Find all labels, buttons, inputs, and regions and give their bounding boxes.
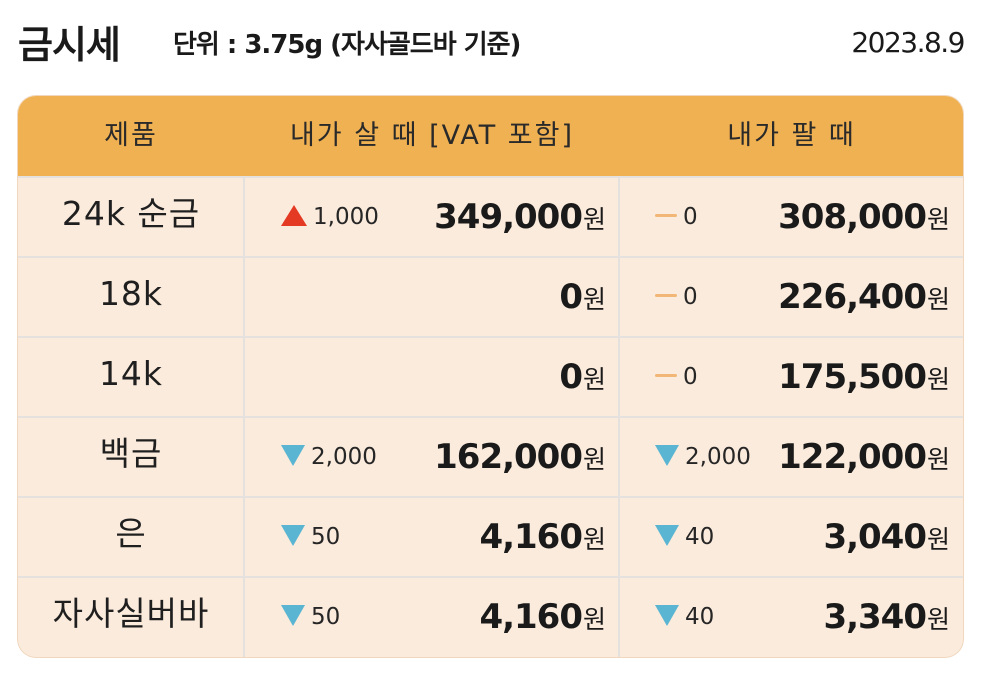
triangle-down-icon xyxy=(281,445,305,466)
sell-price: 3,340원 xyxy=(823,578,950,656)
sell-price: 122,000원 xyxy=(778,418,950,496)
table-row: 백금 2,000 162,000원 2,000 122,000원 xyxy=(18,416,963,496)
product-name: 백금 xyxy=(99,434,163,473)
buy-change-value: 1,000 xyxy=(313,204,379,230)
buy-price-value: 0 xyxy=(559,277,583,317)
column-divider xyxy=(618,176,620,657)
dash-icon xyxy=(655,214,677,217)
currency-suffix: 원 xyxy=(582,445,606,474)
product-name: 은 xyxy=(115,514,147,553)
currency-suffix: 원 xyxy=(582,525,606,554)
sell-change: 0 xyxy=(655,258,698,336)
table-row: 14k 0원 0 175,500원 xyxy=(18,336,963,416)
product-name: 18k xyxy=(98,274,164,313)
buy-price-value: 349,000 xyxy=(434,197,583,237)
sell-price-value: 226,400 xyxy=(778,277,927,317)
sell-change: 2,000 xyxy=(655,418,751,496)
currency-suffix: 원 xyxy=(582,205,606,234)
sell-price-value: 175,500 xyxy=(778,357,927,397)
sell-price-value: 308,000 xyxy=(778,197,927,237)
buy-change-value: 2,000 xyxy=(311,444,377,470)
buy-price-value: 4,160 xyxy=(479,597,583,637)
sell-change: 40 xyxy=(655,498,714,576)
dash-icon xyxy=(655,374,677,377)
table-header: 제품 내가 살 때 [VAT 포함] 내가 팔 때 xyxy=(18,96,963,176)
buy-price: 4,160원 xyxy=(479,578,606,656)
buy-change-value: 50 xyxy=(311,524,341,550)
buy-change-value: 50 xyxy=(311,604,341,630)
sell-price: 175,500원 xyxy=(778,338,950,416)
currency-suffix: 원 xyxy=(926,205,950,234)
buy-change: 2,000 xyxy=(281,418,377,496)
currency-suffix: 원 xyxy=(582,605,606,634)
table-row: 18k 0원 0 226,400원 xyxy=(18,256,963,336)
buy-price: 0원 xyxy=(559,338,606,416)
unit-label: 단위 : 3.75g (자사골드바 기준) xyxy=(173,30,521,60)
column-divider xyxy=(243,176,245,657)
table-row: 24k 순금 1,000 349,000원 0 308,000원 xyxy=(18,176,963,256)
triangle-down-icon xyxy=(655,525,679,546)
buy-price: 0원 xyxy=(559,258,606,336)
sell-change-value: 0 xyxy=(683,204,698,230)
sell-change-value: 2,000 xyxy=(685,444,751,470)
currency-suffix: 원 xyxy=(582,285,606,314)
triangle-down-icon xyxy=(655,445,679,466)
buy-price-value: 0 xyxy=(559,357,583,397)
page-title: 금시세 xyxy=(18,23,121,67)
buy-price: 349,000원 xyxy=(434,178,606,256)
sell-change-value: 0 xyxy=(683,284,698,310)
sell-price: 3,040원 xyxy=(823,498,950,576)
sell-change: 0 xyxy=(655,178,698,256)
sell-price-value: 122,000 xyxy=(778,437,927,477)
sell-price: 226,400원 xyxy=(778,258,950,336)
dash-icon xyxy=(655,294,677,297)
sell-change-value: 40 xyxy=(685,524,715,550)
price-table: 제품 내가 살 때 [VAT 포함] 내가 팔 때 24k 순금 1,000 349… xyxy=(18,96,963,657)
sell-change-value: 0 xyxy=(683,364,698,390)
currency-suffix: 원 xyxy=(926,445,950,474)
currency-suffix: 원 xyxy=(582,365,606,394)
currency-suffix: 원 xyxy=(926,285,950,314)
buy-price: 162,000원 xyxy=(434,418,606,496)
buy-change: 50 xyxy=(281,498,340,576)
triangle-up-icon xyxy=(281,205,307,226)
sell-price-value: 3,040 xyxy=(823,517,927,557)
buy-price: 4,160원 xyxy=(479,498,606,576)
column-header-sell: 내가 팔 때 xyxy=(727,120,856,151)
buy-change: 1,000 xyxy=(281,178,379,256)
triangle-down-icon xyxy=(655,605,679,626)
currency-suffix: 원 xyxy=(926,525,950,554)
date-label: 2023.8.9 xyxy=(851,26,965,59)
currency-suffix: 원 xyxy=(926,365,950,394)
product-name: 14k xyxy=(98,354,164,393)
buy-change: 50 xyxy=(281,578,340,656)
table-row: 은 50 4,160원 40 3,040원 xyxy=(18,496,963,576)
sell-change: 40 xyxy=(655,578,714,656)
buy-price-value: 4,160 xyxy=(479,517,583,557)
buy-price-value: 162,000 xyxy=(434,437,583,477)
triangle-down-icon xyxy=(281,605,305,626)
sell-price-value: 3,340 xyxy=(823,597,927,637)
sell-price: 308,000원 xyxy=(778,178,950,256)
column-header-product: 제품 xyxy=(104,120,158,151)
table-row: 자사실버바 50 4,160원 40 3,340원 xyxy=(18,576,963,656)
product-name: 자사실버바 xyxy=(52,594,210,633)
currency-suffix: 원 xyxy=(926,605,950,634)
column-header-buy: 내가 살 때 [VAT 포함] xyxy=(289,120,575,151)
triangle-down-icon xyxy=(281,525,305,546)
page-header: 금시세 단위 : 3.75g (자사골드바 기준) 2023.8.9 xyxy=(0,0,982,90)
sell-change-value: 40 xyxy=(685,604,715,630)
sell-change: 0 xyxy=(655,338,698,416)
product-name: 24k 순금 xyxy=(61,194,201,233)
